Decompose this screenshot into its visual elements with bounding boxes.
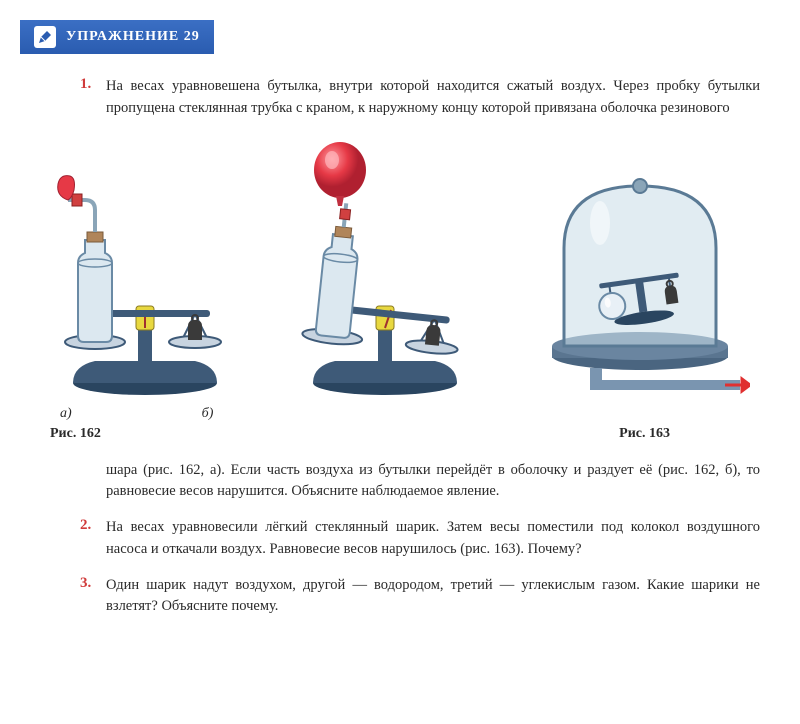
problem-3: 3. Один шарик надут воздухом, другой — в… <box>80 575 760 619</box>
problem-number: 1. <box>80 76 106 120</box>
problem-text: На весах уравновесили лёгкий стеклянный … <box>106 517 760 561</box>
problem-number: 3. <box>80 575 106 619</box>
problem-number: 2. <box>80 517 106 561</box>
subfig-b: б) <box>202 406 214 422</box>
header-text: УПРАЖНЕНИЕ 29 <box>66 29 200 45</box>
problem-1: 1. На весах уравновешена бутылка, внутри… <box>80 76 760 120</box>
subfigure-labels: а) б) <box>50 406 730 422</box>
figure-163 <box>530 168 750 398</box>
problem-2: 2. На весах уравновесили лёгкий стеклянн… <box>80 517 760 561</box>
problem-1-continuation: шара (рис. 162, а). Если часть воздуха и… <box>106 460 760 504</box>
figure-162a <box>50 148 240 398</box>
figures-row <box>50 138 750 398</box>
figure-162b <box>290 138 480 398</box>
figure-references: Рис. 162 Рис. 163 <box>50 426 730 442</box>
problem-text: На весах уравновешена бутылка, внутри ко… <box>106 76 760 120</box>
fig-ref-163: Рис. 163 <box>619 426 670 442</box>
problem-text: Один шарик надут воздухом, другой — водо… <box>106 575 760 619</box>
pencil-icon <box>34 26 56 48</box>
fig-ref-162: Рис. 162 <box>50 426 101 442</box>
exercise-header: УПРАЖНЕНИЕ 29 <box>20 20 214 54</box>
subfig-a: а) <box>60 406 72 422</box>
